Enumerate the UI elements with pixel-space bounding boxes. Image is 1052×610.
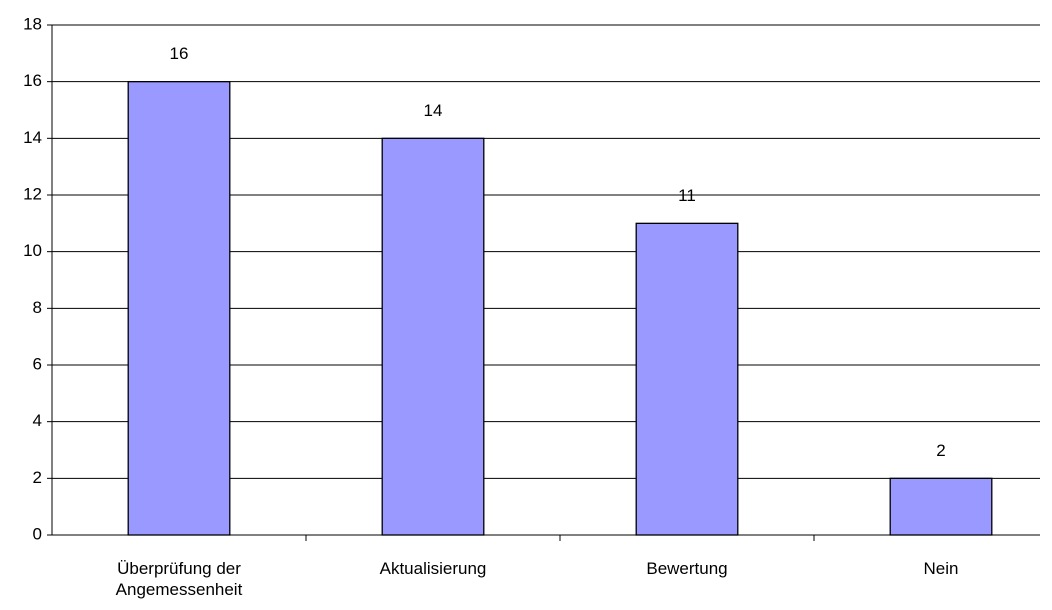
bar: [889, 477, 993, 536]
y-tick-label: 18: [23, 14, 42, 33]
y-tick-label: 6: [33, 354, 42, 373]
data-label: 14: [424, 101, 443, 120]
bar: [635, 222, 739, 536]
x-tick-label: Bewertung: [646, 559, 728, 578]
data-label: 16: [170, 44, 189, 63]
y-tick-label: 16: [23, 71, 42, 90]
x-tick-label: Aktualisierung: [379, 559, 487, 578]
y-tick-label: 14: [23, 128, 42, 147]
y-tick-label: 0: [33, 524, 42, 543]
y-tick-label: 2: [33, 468, 42, 487]
data-label: 2: [936, 441, 945, 460]
bar: [381, 137, 485, 536]
x-tick-label: Nein: [923, 559, 959, 578]
y-tick-label: 12: [23, 184, 42, 203]
y-tick-label: 10: [23, 241, 42, 260]
y-tick-label: 4: [33, 411, 42, 430]
data-label: 11: [678, 186, 696, 205]
x-tick-label: Überprüfung der Angemessenheit: [115, 559, 243, 599]
bar: [127, 81, 231, 536]
y-tick-label: 8: [33, 298, 42, 317]
